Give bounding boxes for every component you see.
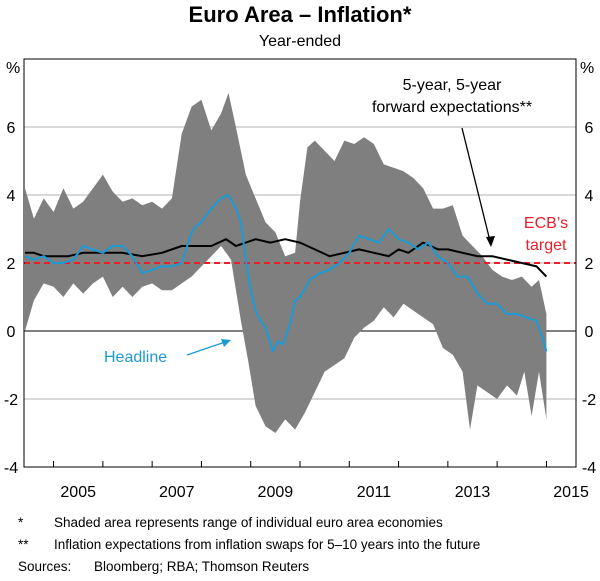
x-axis-ticks xyxy=(53,461,547,467)
forward-expectations-line xyxy=(25,238,548,278)
forward-label-line1: 5-year, 5-year xyxy=(403,77,502,94)
forward-arrow xyxy=(461,127,492,246)
sources-text: Bloomberg; RBA; Thomson Reuters xyxy=(94,559,310,574)
sources-label: Sources: xyxy=(18,559,72,574)
x-tick-label: 2009 xyxy=(258,484,294,501)
y-tick-label-left: 4 xyxy=(7,188,16,205)
target-label-line1: ECB’s xyxy=(524,215,568,232)
x-tick-label: 2005 xyxy=(60,484,96,501)
forward-arrowhead xyxy=(486,236,495,247)
footnote-1-text: Shaded area represents range of individu… xyxy=(54,515,443,530)
x-tick-label: 2011 xyxy=(357,484,392,501)
footnotes: * Shaded area represents range of individ… xyxy=(18,512,480,578)
y-tick-label-right: 2 xyxy=(585,256,594,273)
footnote-1-mark: * xyxy=(18,515,24,530)
y-axis-labels: -4 -4 -2 -2 0 0 2 2 4 4 6 6 xyxy=(4,120,596,477)
x-tick-label: 2007 xyxy=(159,484,195,501)
headline-label: Headline xyxy=(104,349,167,366)
footnote-2: ** Inflation expectations from inflation … xyxy=(18,534,480,556)
y-tick-label-left: 6 xyxy=(7,120,16,137)
target-label-line2: target xyxy=(526,237,567,254)
y-tick-label-right: -4 xyxy=(582,460,596,477)
y-tick-label-left: 0 xyxy=(7,324,16,341)
headline-line xyxy=(24,194,548,353)
forward-label-line2: forward expectations** xyxy=(372,99,532,116)
y-tick-label-right: 6 xyxy=(585,120,594,137)
chart-title: Euro Area – Inflation* xyxy=(189,2,412,27)
footnote-1: * Shaded area represents range of individ… xyxy=(18,512,480,534)
y-unit-left: % xyxy=(6,60,20,77)
footnote-2-text: Inflation expectations from inflation sw… xyxy=(54,537,481,552)
y-tick-label-right: 4 xyxy=(585,188,594,205)
y-tick-label-left: -4 xyxy=(4,460,18,477)
x-tick-label: 2015 xyxy=(553,484,589,501)
x-tick-label: 2013 xyxy=(455,484,491,501)
inflation-chart: Euro Area – Inflation* Year-ended % % -4… xyxy=(4,2,596,501)
headline-arrowhead xyxy=(221,339,231,347)
footnote-2-mark: ** xyxy=(18,537,29,552)
headline-arrow xyxy=(186,340,229,356)
chart-subtitle: Year-ended xyxy=(259,33,341,50)
y-tick-label-right: 0 xyxy=(585,324,594,341)
sources: Sources: Bloomberg; RBA; Thomson Reuters xyxy=(18,556,480,578)
y-tick-label-left: 2 xyxy=(7,256,16,273)
y-tick-label-right: -2 xyxy=(582,392,596,409)
y-tick-label-left: -2 xyxy=(4,392,18,409)
x-axis-labels: 2005 2007 2009 2011 2013 2015 xyxy=(60,484,589,501)
y-unit-right: % xyxy=(580,60,594,77)
